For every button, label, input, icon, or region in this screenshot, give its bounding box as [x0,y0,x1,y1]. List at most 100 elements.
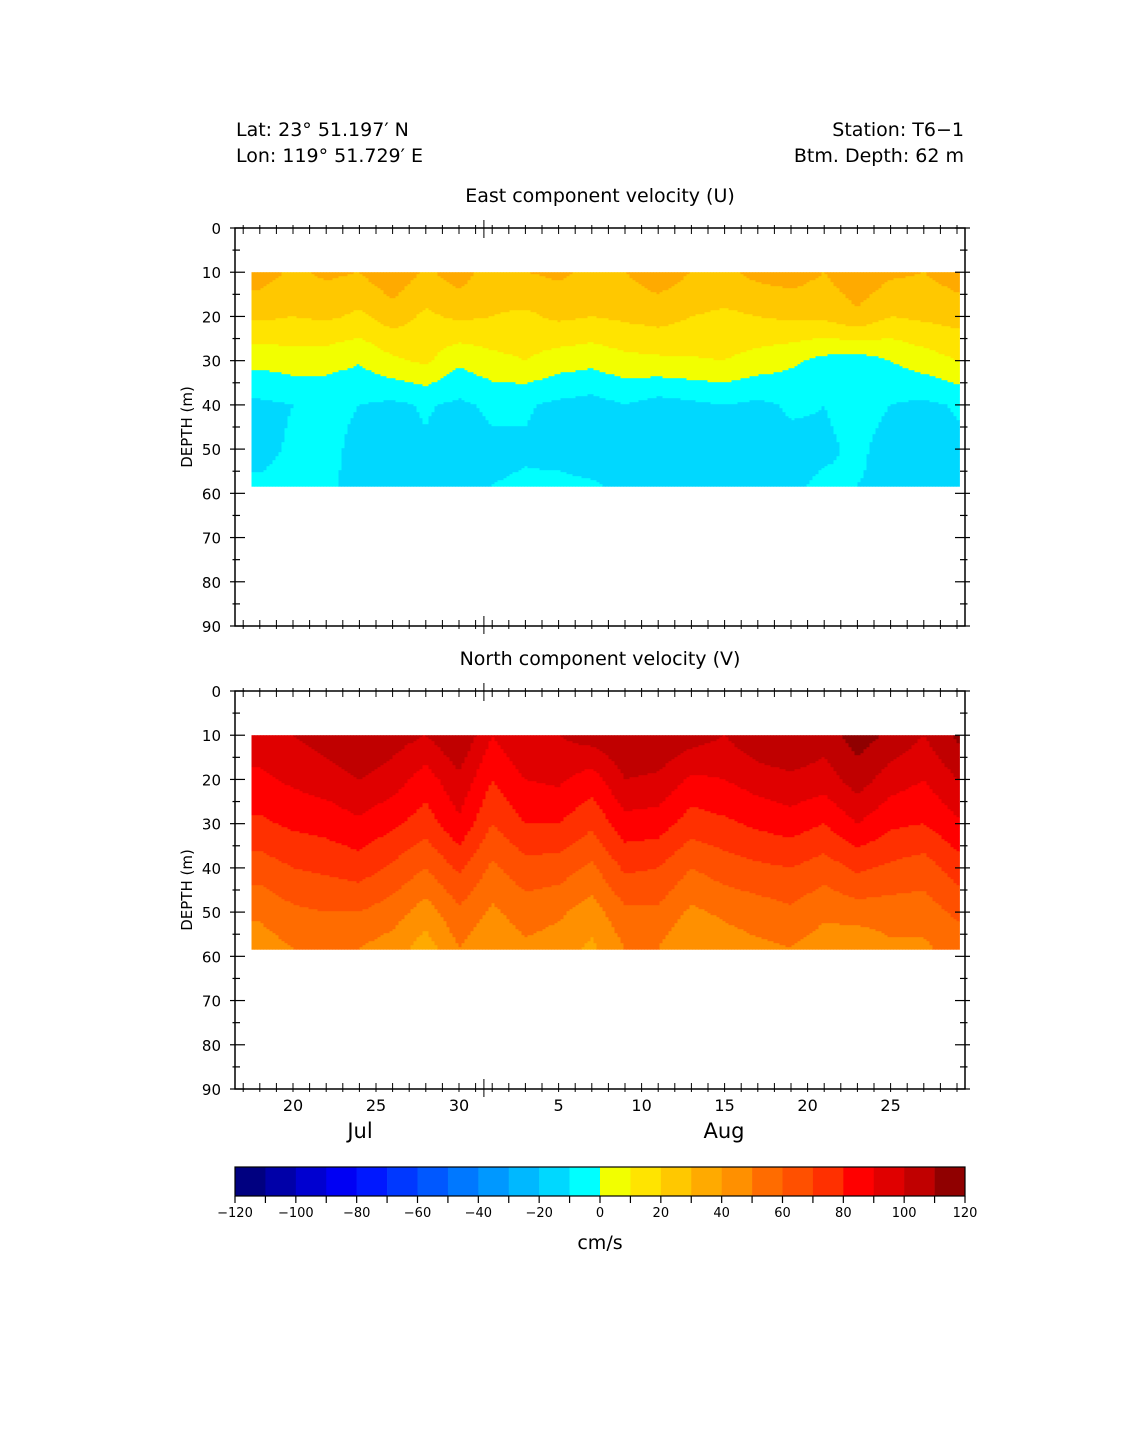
contour-fill-cell [512,472,516,487]
contour-fill-cell [413,735,417,742]
contour-fill-cell [554,400,558,471]
contour-fill-cell [563,739,567,782]
contour-fill-cell [689,807,693,840]
contour-fill-cell [944,767,948,806]
contour-fill-cell [812,891,816,932]
contour-fill-cell [554,280,558,321]
contour-fill-cell [410,272,414,281]
contour-fill-cell [941,803,945,840]
contour-fill-cell [281,863,285,900]
contour-fill-cell [287,416,291,487]
contour-fill-cell [461,901,465,944]
contour-fill-cell [374,873,378,904]
contour-fill-cell [845,326,849,341]
contour-fill-cell [875,322,879,341]
contour-fill-cell [266,773,270,820]
contour-fill-cell [650,326,654,355]
contour-fill-cell [929,322,933,351]
contour-fill-cell [629,777,633,812]
contour-fill-cell [707,777,711,812]
contour-fill-cell [608,735,612,760]
contour-fill-cell [533,781,537,824]
contour-fill-cell [476,849,480,884]
contour-fill-cell [677,881,681,920]
contour-fill-cell [413,907,417,942]
contour-fill-cell [674,923,678,950]
contour-fill-cell [530,272,534,275]
contour-fill-cell [623,378,627,405]
contour-fill-cell [296,346,300,377]
contour-fill-cell [326,911,330,950]
contour-fill-cell [674,885,678,924]
contour-fill-cell [452,286,456,321]
contour-fill-cell [710,404,714,487]
contour-fill-cell [677,785,681,820]
contour-fill-cell [713,741,717,778]
contour-fill-cell [371,807,375,842]
contour-fill-cell [548,402,552,471]
contour-fill-cell [320,837,324,876]
contour-fill-cell [791,272,795,289]
contour-fill-cell [770,899,774,942]
contour-fill-cell [911,344,915,371]
contour-fill-cell [653,354,657,377]
contour-fill-cell [722,404,726,487]
contour-fill-cell [455,943,459,950]
contour-fill-cell [527,823,531,856]
contour-fill-cell [893,829,897,862]
contour-fill-cell [698,358,702,381]
contour-fill-cell [350,418,354,487]
contour-fill-cell [383,400,387,487]
contour-fill-cell [371,735,375,772]
contour-fill-cell [677,282,681,323]
contour-fill-cell [620,901,624,944]
contour-fill-cell [755,348,759,377]
contour-fill-cell [449,895,453,934]
x-axis-labels: 20 25 30 5 10 15 20 25 [283,1096,901,1115]
contour-fill-cell [605,374,609,401]
contour-fill-cell [935,833,939,866]
contour-fill-cell [362,340,366,369]
contour-fill-cell [668,857,672,892]
contour-fill-cell [902,272,906,279]
contour-fill-cell [494,314,498,351]
contour-fill-cell [449,284,453,319]
contour-fill-cell [698,735,702,746]
contour-fill-cell [464,939,468,950]
contour-fill-cell [794,735,798,770]
contour-fill-cell [920,400,924,487]
contour-fill-cell [359,310,363,339]
contour-fill-cell [326,320,330,347]
contour-fill-cell [539,855,543,890]
contour-fill-cell [314,909,318,950]
contour-fill-cell [488,863,492,908]
contour-fill-cell [512,881,516,926]
contour-fill-cell [905,342,909,369]
colorbar-tick-label: 100 [892,1206,917,1221]
contour-fill-cell [704,272,708,313]
contour-fill-cell [521,821,525,854]
contour-fill-cell [848,897,852,926]
contour-fill-cell [449,837,453,866]
contour-fill-cell [692,839,696,870]
contour-fill-cell [821,885,825,924]
contour-fill-cell [392,755,396,796]
contour-fill-cell [791,420,795,487]
contour-fill-cell [584,865,588,900]
contour-fill-cell [845,298,849,327]
contour-fill-cell [677,849,681,882]
contour-fill-cell [263,771,267,818]
contour-fill-cell [464,320,468,345]
contour-fill-cell [344,735,348,772]
contour-fill-cell [842,783,846,812]
contour-fill-cell [734,785,738,822]
contour-fill-cell [857,735,861,756]
contour-fill-cell [947,735,951,770]
contour-fill-cell [416,384,420,413]
contour-fill-cell [260,735,264,770]
contour-fill-cell [407,817,411,850]
contour-fill-cell [917,855,921,892]
contour-fill-cell [527,781,531,824]
contour-fill-cell [260,320,264,345]
contour-fill-cell [500,480,504,487]
